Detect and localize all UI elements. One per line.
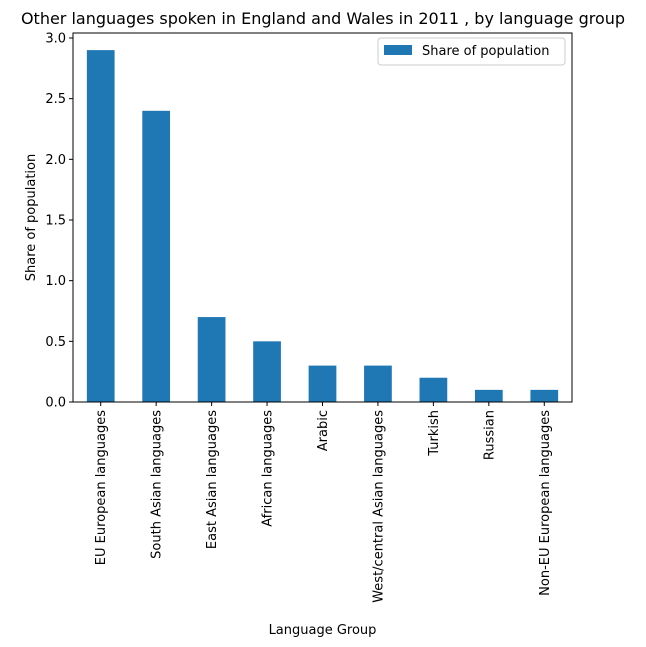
y-tick-label: 0.5 xyxy=(45,335,66,350)
bars xyxy=(86,50,559,403)
plot-frame xyxy=(72,32,573,403)
y-tick-label: 1.5 xyxy=(45,214,66,229)
legend: Share of population xyxy=(377,37,566,66)
x-tick-label: Non-EU European languages xyxy=(538,410,553,596)
bar xyxy=(253,341,281,402)
y-axis-label: Share of population xyxy=(24,154,39,282)
x-tick-label: West/central Asian languages xyxy=(371,410,386,603)
y-tick-label: 2.0 xyxy=(45,153,66,168)
y-tick-label: 3.0 xyxy=(45,32,66,47)
bar xyxy=(308,365,337,402)
x-tick-label: East Asian languages xyxy=(205,410,220,549)
y-axis: 0.0 0.5 1.0 1.5 2.0 2.5 3.0 xyxy=(45,32,73,411)
x-tick-label: Turkish xyxy=(427,410,442,457)
x-axis: EU European languages South Asian languag… xyxy=(94,402,553,603)
y-tick-label: 2.5 xyxy=(45,92,66,107)
legend-box xyxy=(377,37,566,66)
x-axis-label: Language Group xyxy=(269,623,377,638)
x-tick-label: South Asian languages xyxy=(150,410,165,559)
bar xyxy=(474,389,503,402)
y-tick-label: 0.0 xyxy=(45,396,66,411)
legend-swatch xyxy=(384,45,412,55)
chart-title: Other languages spoken in England and Wa… xyxy=(21,9,625,28)
legend-label: Share of population xyxy=(422,44,550,59)
x-tick-label: Russian xyxy=(482,410,497,460)
bar xyxy=(364,365,392,402)
x-tick-label: Arabic xyxy=(316,410,331,451)
bar xyxy=(142,110,171,403)
bar xyxy=(530,389,559,402)
x-tick-label: EU European languages xyxy=(94,410,109,565)
y-tick-label: 1.0 xyxy=(45,274,66,289)
bar xyxy=(86,50,115,403)
x-tick-label: African languages xyxy=(261,410,276,527)
bar xyxy=(419,377,448,402)
bar xyxy=(197,317,226,402)
